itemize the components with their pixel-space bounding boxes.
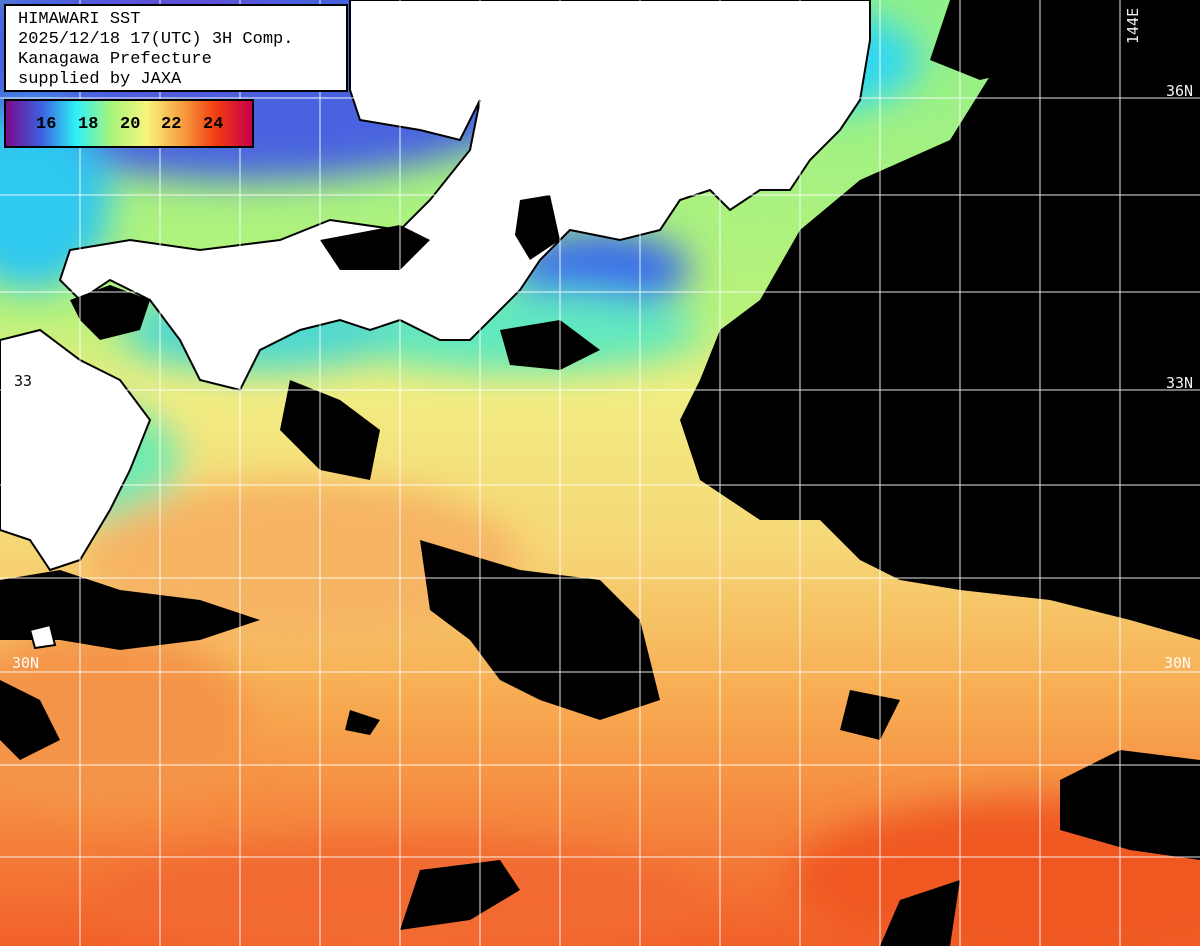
legend-tick: 18 <box>78 115 99 134</box>
title-line: HIMAWARI SST <box>18 10 141 29</box>
lat-label-33-left: 33 <box>14 372 33 390</box>
coast-clouds <box>70 195 560 340</box>
legend-tick: 20 <box>120 115 141 134</box>
legend-tick: 16 <box>36 115 57 134</box>
legend-tick: 24 <box>203 115 224 134</box>
datetime-line: 2025/12/18 17(UTC) 3H Comp. <box>18 30 294 49</box>
lat-label-36n: 36N <box>1166 82 1194 100</box>
lat-label-30n-right: 30N <box>1164 654 1192 672</box>
title-box: HIMAWARI SST 2025/12/18 17(UTC) 3H Comp.… <box>4 4 348 92</box>
lon-label-136e: 136E <box>484 7 502 44</box>
lat-label-30n-left: 30N <box>12 654 40 672</box>
lat-label-33n: 33N <box>1166 374 1194 392</box>
provider-line: Kanagawa Prefecture <box>18 50 212 69</box>
lon-label-144e: 144E <box>1124 7 1142 44</box>
legend-tick: 22 <box>161 115 182 134</box>
color-scale-legend: 16 18 20 22 24 <box>4 99 254 148</box>
credit-line: supplied by JAXA <box>18 70 182 89</box>
